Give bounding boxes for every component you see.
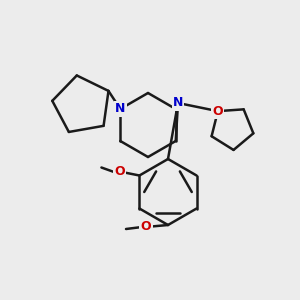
- Text: O: O: [114, 165, 125, 178]
- Text: N: N: [115, 103, 125, 116]
- Text: O: O: [141, 220, 151, 233]
- Text: N: N: [173, 97, 183, 110]
- Text: O: O: [212, 105, 223, 118]
